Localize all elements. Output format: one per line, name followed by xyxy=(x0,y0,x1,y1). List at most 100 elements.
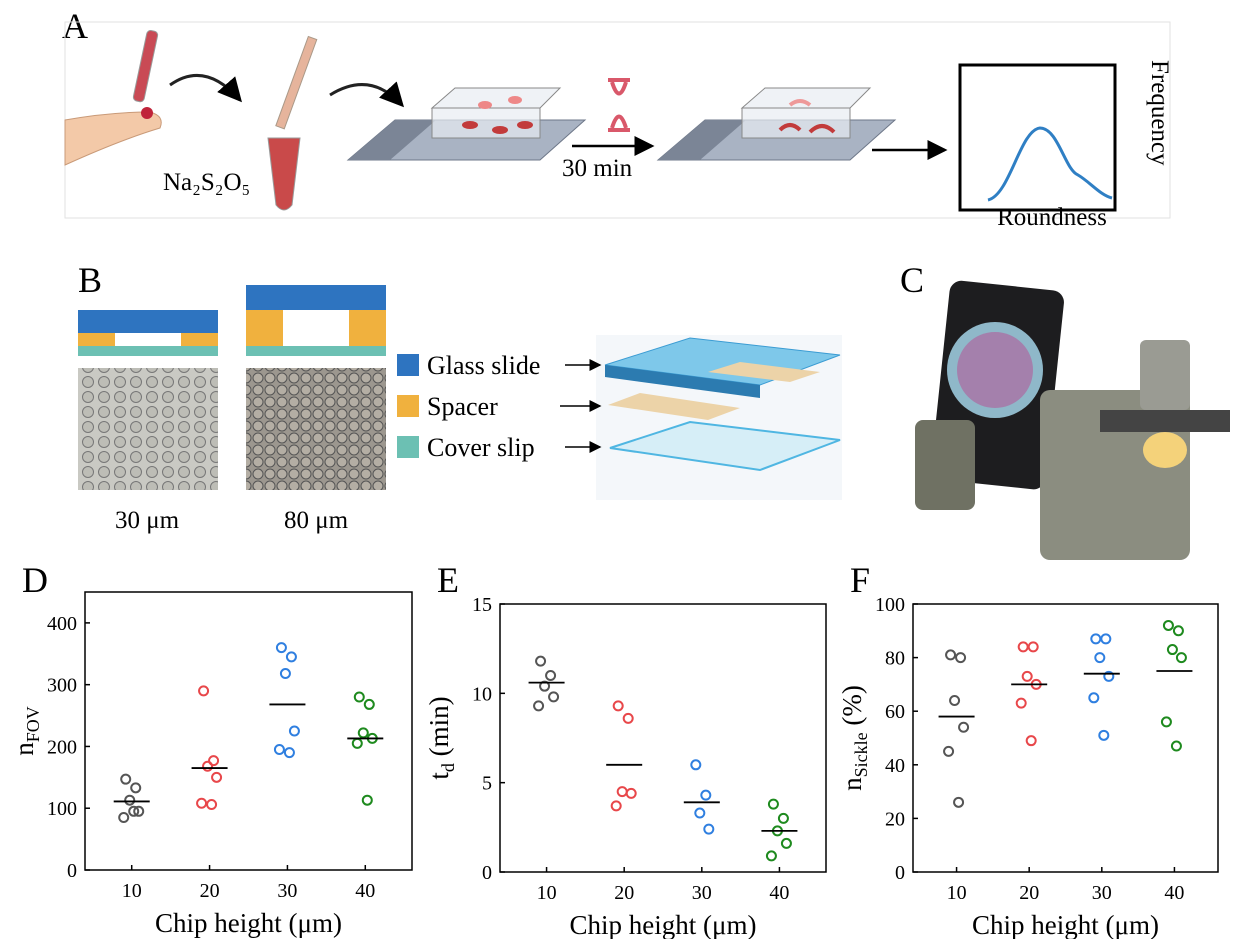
x-tick-label: 20 xyxy=(1019,882,1039,904)
data-point xyxy=(950,696,959,705)
spacer xyxy=(246,310,283,346)
hourglass xyxy=(608,80,630,130)
data-point xyxy=(959,723,968,732)
data-point xyxy=(275,745,284,754)
data-point xyxy=(618,787,627,796)
plot-frame xyxy=(85,592,412,870)
micrograph xyxy=(78,368,218,490)
data-point xyxy=(199,686,208,695)
data-point xyxy=(277,643,286,652)
x-tick-label: 10 xyxy=(537,882,557,904)
x-axis-label: Roundness xyxy=(997,204,1107,231)
x-axis-label: Chip height (μm) xyxy=(972,910,1159,939)
y-axis-label: nFOV xyxy=(9,706,43,756)
y-axis-label-main: n xyxy=(837,777,867,791)
y-tick-label: 5 xyxy=(482,773,492,795)
y-tick-label: 0 xyxy=(482,862,492,884)
data-point xyxy=(946,650,955,659)
data-point xyxy=(119,813,128,822)
y-axis-label-sub: d xyxy=(438,763,458,772)
x-tick-label: 30 xyxy=(1092,882,1112,904)
tissue xyxy=(957,332,1033,408)
data-point xyxy=(549,692,558,701)
data-point xyxy=(1019,642,1028,651)
data-point xyxy=(612,801,621,810)
data-point xyxy=(956,653,965,662)
data-point xyxy=(779,814,788,823)
panel-label: B xyxy=(78,260,102,300)
spacer xyxy=(181,333,218,346)
x-tick-label: 40 xyxy=(769,882,789,904)
figure: A Na₂S₂O₅ 30 min Roundness Frequency B 3… xyxy=(0,0,1242,939)
y-tick-label: 400 xyxy=(47,613,77,635)
y-axis-label: td (min) xyxy=(424,696,458,779)
panel-label: C xyxy=(900,260,924,300)
y-tick-label: 40 xyxy=(885,755,905,777)
data-point xyxy=(1029,642,1038,651)
data-point xyxy=(704,825,713,834)
legend-label: Glass slide xyxy=(427,351,540,380)
tube xyxy=(268,138,300,210)
y-axis-label-sub: FOV xyxy=(23,706,43,742)
y-tick-label: 80 xyxy=(885,648,905,670)
data-point xyxy=(365,700,374,709)
data-point xyxy=(359,728,368,737)
y-axis-label-sub: Sickle xyxy=(851,732,871,777)
x-tick-label: 30 xyxy=(692,882,712,904)
legend-label: Spacer xyxy=(427,392,498,421)
phone-holder xyxy=(915,420,975,510)
spacer xyxy=(349,310,386,346)
height-label: 80 μm xyxy=(284,507,349,534)
x-tick-label: 20 xyxy=(614,882,634,904)
time: 30 min xyxy=(562,155,633,182)
data-point xyxy=(363,796,372,805)
x-axis-label: Chip height (μm) xyxy=(570,910,757,939)
legend-swatch xyxy=(397,436,419,458)
spacer xyxy=(78,333,115,346)
data-point xyxy=(290,727,299,736)
panel-label: A xyxy=(62,6,88,46)
legend-label: Cover slip xyxy=(427,433,535,462)
y-axis-label-unit: (%) xyxy=(837,685,867,732)
data-point xyxy=(355,693,364,702)
y-tick-label: 100 xyxy=(875,594,905,616)
stage xyxy=(1100,410,1230,432)
panel-label: D xyxy=(22,560,48,600)
data-point xyxy=(203,762,212,771)
glass-layer xyxy=(246,285,386,310)
data-point xyxy=(536,657,545,666)
y-tick-label: 300 xyxy=(47,675,77,697)
data-point xyxy=(125,796,134,805)
finger xyxy=(65,112,161,165)
data-point xyxy=(767,851,776,860)
data-point xyxy=(546,671,555,680)
data-point xyxy=(1095,653,1104,662)
data-point xyxy=(1101,634,1110,643)
light xyxy=(1143,432,1187,468)
x-tick-label: 30 xyxy=(277,880,297,902)
data-point xyxy=(207,800,216,809)
arrow xyxy=(170,75,240,100)
data-point xyxy=(285,748,294,757)
data-point xyxy=(287,652,296,661)
data-point xyxy=(212,773,221,782)
data-point xyxy=(1168,645,1177,654)
panel-label: F xyxy=(850,560,870,600)
y-axis-label-main: n xyxy=(9,742,39,756)
y-axis-label-unit: (min) xyxy=(424,696,454,763)
micrograph xyxy=(246,368,386,490)
glass-layer xyxy=(78,310,218,333)
data-point xyxy=(1172,742,1181,751)
x-tick-label: 40 xyxy=(1164,882,1184,904)
data-point xyxy=(281,669,290,678)
x-tick-label: 10 xyxy=(122,880,142,902)
data-point xyxy=(534,701,543,710)
x-tick-label: 40 xyxy=(355,880,375,902)
y-axis-label: nSickle (%) xyxy=(837,685,871,791)
data-point xyxy=(701,791,710,800)
data-point xyxy=(197,799,206,808)
data-point xyxy=(1177,653,1186,662)
data-point xyxy=(1023,672,1032,681)
microscope-head xyxy=(1140,340,1190,410)
legend-swatch xyxy=(397,354,419,376)
